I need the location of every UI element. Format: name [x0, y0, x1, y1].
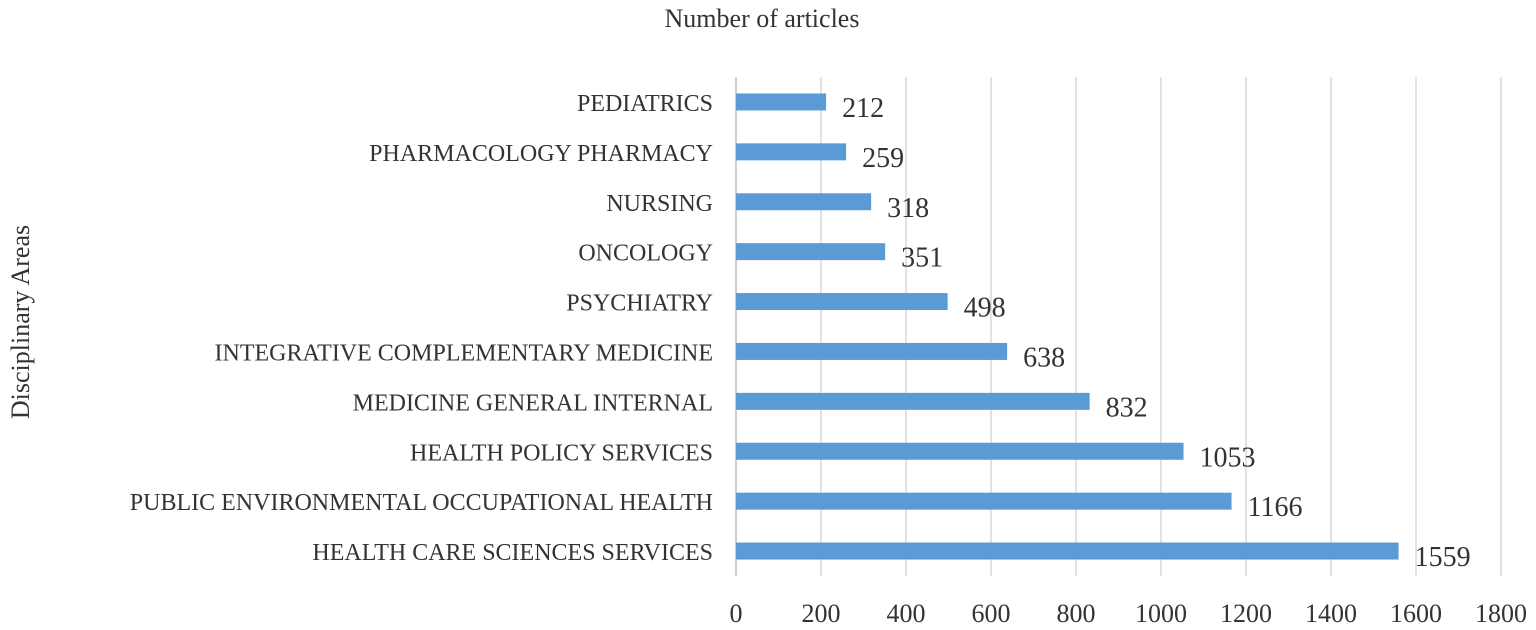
bar	[736, 492, 1232, 510]
category-label: PHARMACOLOGY PHARMACY	[369, 141, 713, 167]
category-label: HEALTH CARE SCIENCES SERVICES	[312, 540, 713, 566]
data-label: 212	[842, 93, 884, 124]
category-label: INTEGRATIVE COMPLEMENTARY MEDICINE	[215, 340, 714, 366]
category-label: NURSING	[606, 191, 713, 217]
data-label: 1166	[1248, 492, 1303, 523]
x-tick-label: 200	[802, 599, 841, 628]
data-label: 1559	[1415, 542, 1471, 573]
bar	[736, 442, 1184, 460]
x-tick-label: 1400	[1305, 599, 1357, 628]
category-label: HEALTH POLICY SERVICES	[410, 440, 713, 466]
x-tick-label: 1800	[1475, 599, 1527, 628]
data-label: 351	[901, 243, 943, 274]
category-label: ONCOLOGY	[578, 241, 713, 267]
category-label: PSYCHIATRY	[566, 291, 713, 317]
x-tick-label: 800	[1057, 599, 1096, 628]
x-tick-label: 1200	[1220, 599, 1272, 628]
bars	[736, 93, 1399, 560]
data-label: 498	[964, 293, 1006, 324]
category-label: MEDICINE GENERAL INTERNAL	[353, 390, 713, 416]
category-labels: PEDIATRICS PHARMACOLOGY PHARMACY NURSING ON…	[130, 91, 713, 566]
chart-title: Number of articles	[665, 4, 860, 33]
data-label: 1053	[1200, 442, 1256, 473]
bar	[736, 293, 948, 311]
y-axis-title: Disciplinary Areas	[6, 225, 35, 419]
bar	[736, 392, 1090, 410]
data-label: 318	[887, 193, 929, 224]
data-label: 259	[862, 143, 904, 174]
x-tick-label: 600	[972, 599, 1011, 628]
bar	[736, 93, 827, 111]
x-tick-label: 400	[887, 599, 926, 628]
bar	[736, 342, 1008, 360]
bar	[736, 193, 872, 211]
data-labels: 212 259 318 351 498 638 832 1053 1166 1559	[842, 93, 1470, 573]
bar	[736, 143, 847, 161]
x-tick-label: 1000	[1135, 599, 1187, 628]
data-label: 638	[1023, 342, 1065, 373]
category-label: PUBLIC ENVIRONMENTAL OCCUPATIONAL HEALTH	[130, 490, 713, 516]
x-tick-label: 0	[730, 599, 743, 628]
x-tick-label: 1600	[1390, 599, 1442, 628]
category-label: PEDIATRICS	[577, 91, 713, 117]
bar	[736, 542, 1399, 560]
data-label: 832	[1106, 392, 1148, 423]
x-tick-labels: 0 200 400 600 800 1000 1200 1400 1600 1800	[730, 599, 1528, 628]
bar	[736, 243, 886, 261]
